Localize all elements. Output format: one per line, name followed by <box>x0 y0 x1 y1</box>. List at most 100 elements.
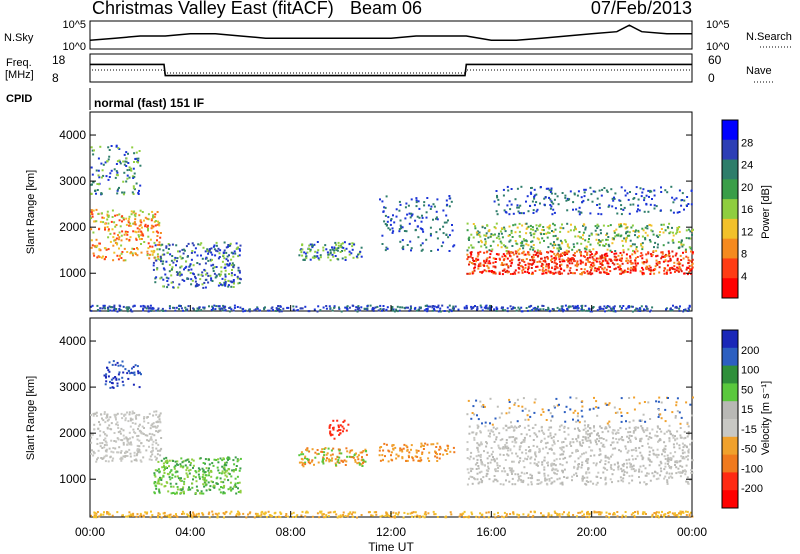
scatter-cell <box>224 474 227 477</box>
scatter-cell <box>129 437 131 440</box>
scatter-cell <box>649 189 652 192</box>
scatter-cell <box>625 253 628 256</box>
scatter-cell <box>613 463 616 466</box>
scatter-cell <box>398 200 401 203</box>
scatter-cell <box>369 304 372 307</box>
scatter-cell <box>144 223 147 226</box>
scatter-cell <box>92 252 95 255</box>
scatter-cell <box>573 258 575 261</box>
scatter-cell <box>621 262 624 265</box>
scatter-cell <box>130 460 133 463</box>
scatter-cell <box>451 224 453 226</box>
scatter-cell <box>356 310 359 313</box>
scatter-cell <box>657 236 660 238</box>
scatter-cell <box>618 408 621 411</box>
scatter-cell <box>646 227 649 230</box>
scatter-cell <box>516 398 519 401</box>
scatter-cell <box>120 450 123 452</box>
scatter-cell <box>389 223 392 226</box>
scatter-cell <box>154 484 157 487</box>
scatter-cell <box>477 467 480 470</box>
scatter-cell <box>319 309 322 312</box>
scatter-cell <box>140 234 143 237</box>
scatter-cell <box>577 210 580 213</box>
scatter-cell <box>126 174 129 177</box>
scatter-cell <box>470 262 473 264</box>
scatter-cell <box>421 444 424 447</box>
scatter-cell <box>483 405 486 408</box>
scatter-cell <box>545 419 548 421</box>
scatter-cell <box>222 492 225 495</box>
scatter-cell <box>683 444 686 447</box>
scatter-cell <box>534 423 537 426</box>
scatter-cell <box>466 448 469 451</box>
scatter-cell <box>113 168 116 171</box>
scatter-cell <box>185 265 188 268</box>
scatter-cell <box>466 253 469 256</box>
scatter-cell <box>135 417 138 420</box>
scatter-cell <box>350 252 353 255</box>
scatter-cell <box>137 157 140 160</box>
scatter-cell <box>152 214 155 217</box>
scatter-cell <box>544 309 547 311</box>
scatter-cell <box>625 459 628 462</box>
scatter-cell <box>445 450 448 452</box>
power-colorbar-tick-label: 8 <box>741 249 747 261</box>
scatter-cell <box>180 477 182 480</box>
scatter-cell <box>528 272 530 275</box>
scatter-cell <box>583 191 586 194</box>
scatter-cell <box>666 459 669 462</box>
scatter-cell <box>675 466 678 469</box>
scatter-cell <box>179 272 182 275</box>
scatter-cell <box>561 308 564 311</box>
scatter-cell <box>481 422 483 425</box>
scatter-cell <box>127 152 129 155</box>
scatter-cell <box>233 304 236 307</box>
scatter-cell <box>221 459 224 462</box>
scatter-cell <box>421 451 424 454</box>
scatter-cell <box>442 225 445 228</box>
scatter-cell <box>149 304 152 307</box>
scatter-cell <box>638 419 641 422</box>
scatter-cell <box>556 247 559 250</box>
scatter-cell <box>200 242 203 245</box>
scatter-cell <box>311 448 314 451</box>
scatter-cell <box>545 187 548 190</box>
scatter-cell <box>479 304 482 307</box>
scatter-cell <box>546 441 549 444</box>
scatter-cell <box>567 250 570 253</box>
scatter-cell <box>438 457 441 460</box>
scatter-cell <box>135 237 138 240</box>
scatter-cell <box>668 255 671 258</box>
scatter-cell <box>185 469 188 472</box>
scatter-cell <box>222 491 225 494</box>
scatter-cell <box>669 257 672 260</box>
scatter-cell <box>530 456 533 459</box>
scatter-cell <box>533 194 536 197</box>
scatter-cell <box>176 470 179 473</box>
scatter-cell <box>660 430 663 433</box>
scatter-cell <box>676 228 679 231</box>
scatter-cell <box>108 361 111 364</box>
scatter-cell <box>129 372 132 375</box>
scatter-cell <box>634 469 637 472</box>
scatter-cell <box>176 257 179 260</box>
scatter-cell <box>147 224 149 227</box>
scatter-cell <box>397 454 400 457</box>
scatter-cell <box>169 516 172 519</box>
scatter-cell <box>365 453 368 456</box>
scatter-cell <box>471 482 474 485</box>
scatter-cell <box>619 305 621 308</box>
scatter-cell <box>103 304 106 307</box>
scatter-cell <box>405 202 408 205</box>
scatter-cell <box>135 182 138 185</box>
scatter-cell <box>666 191 669 194</box>
scatter-cell <box>215 459 218 461</box>
scatter-cell <box>445 221 448 224</box>
scatter-cell <box>593 396 595 399</box>
scatter-cell <box>488 435 491 438</box>
scatter-cell <box>157 416 160 419</box>
scatter-cell <box>128 215 131 218</box>
scatter-cell <box>116 385 119 387</box>
scatter-cell <box>91 149 94 152</box>
